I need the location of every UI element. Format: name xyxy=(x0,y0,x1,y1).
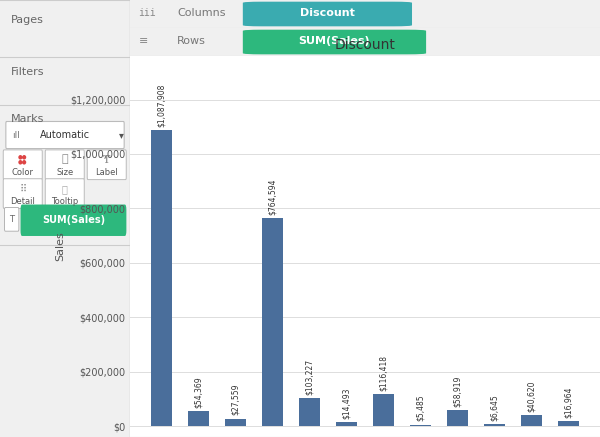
Bar xyxy=(373,395,394,426)
Text: Detail: Detail xyxy=(10,197,35,205)
Text: ▾: ▾ xyxy=(118,130,124,140)
Text: Tooltip: Tooltip xyxy=(51,197,79,205)
Bar xyxy=(151,130,172,426)
Text: $116,418: $116,418 xyxy=(379,355,388,391)
Text: Filters: Filters xyxy=(10,67,44,77)
Bar xyxy=(262,218,283,426)
Text: Marks: Marks xyxy=(10,114,44,124)
Text: Pages: Pages xyxy=(10,15,43,24)
Text: $6,645: $6,645 xyxy=(490,394,499,421)
Text: iii: iii xyxy=(139,8,156,18)
Text: $5,485: $5,485 xyxy=(416,395,425,421)
Text: Automatic: Automatic xyxy=(40,130,90,140)
FancyBboxPatch shape xyxy=(20,205,127,236)
FancyBboxPatch shape xyxy=(5,208,19,231)
Bar xyxy=(299,398,320,426)
FancyBboxPatch shape xyxy=(3,150,42,180)
FancyBboxPatch shape xyxy=(45,150,84,180)
Text: $1,087,908: $1,087,908 xyxy=(157,83,166,127)
Text: ⬜: ⬜ xyxy=(62,184,68,194)
Text: $103,227: $103,227 xyxy=(305,359,314,395)
Text: Size: Size xyxy=(56,168,73,177)
Y-axis label: Sales: Sales xyxy=(56,232,65,261)
Text: $58,919: $58,919 xyxy=(453,375,462,407)
Bar xyxy=(521,415,542,426)
Bar xyxy=(410,425,431,426)
Text: Label: Label xyxy=(95,168,118,177)
Text: SUM(Sales): SUM(Sales) xyxy=(42,215,105,225)
Text: ⬭: ⬭ xyxy=(61,155,68,164)
Text: ⠿: ⠿ xyxy=(19,184,26,194)
FancyBboxPatch shape xyxy=(3,179,42,208)
Title: Discount: Discount xyxy=(335,38,395,52)
Text: Rows: Rows xyxy=(177,36,206,46)
Text: ●●
●●: ●● ●● xyxy=(18,155,28,164)
Bar xyxy=(448,410,467,426)
FancyBboxPatch shape xyxy=(45,179,84,208)
FancyBboxPatch shape xyxy=(87,150,126,180)
Text: T: T xyxy=(103,155,110,164)
Bar xyxy=(226,419,246,426)
Text: $27,559: $27,559 xyxy=(231,384,240,415)
Text: $54,369: $54,369 xyxy=(194,376,203,408)
Text: $16,964: $16,964 xyxy=(564,387,573,418)
Text: $764,594: $764,594 xyxy=(268,178,277,215)
Text: Color: Color xyxy=(12,168,34,177)
FancyBboxPatch shape xyxy=(6,121,124,149)
Bar xyxy=(558,422,578,426)
Text: $14,493: $14,493 xyxy=(342,388,351,419)
Text: SUM(Sales): SUM(Sales) xyxy=(299,36,370,46)
Text: Discount: Discount xyxy=(300,8,355,18)
Text: $40,620: $40,620 xyxy=(527,380,536,412)
Text: T: T xyxy=(9,215,14,224)
Text: ıll: ıll xyxy=(11,131,20,139)
Text: Columns: Columns xyxy=(177,8,226,18)
FancyBboxPatch shape xyxy=(243,30,426,54)
Text: ≡: ≡ xyxy=(139,36,148,46)
Bar xyxy=(484,424,505,426)
FancyBboxPatch shape xyxy=(243,2,412,26)
Bar xyxy=(337,422,356,426)
Bar xyxy=(188,411,209,426)
